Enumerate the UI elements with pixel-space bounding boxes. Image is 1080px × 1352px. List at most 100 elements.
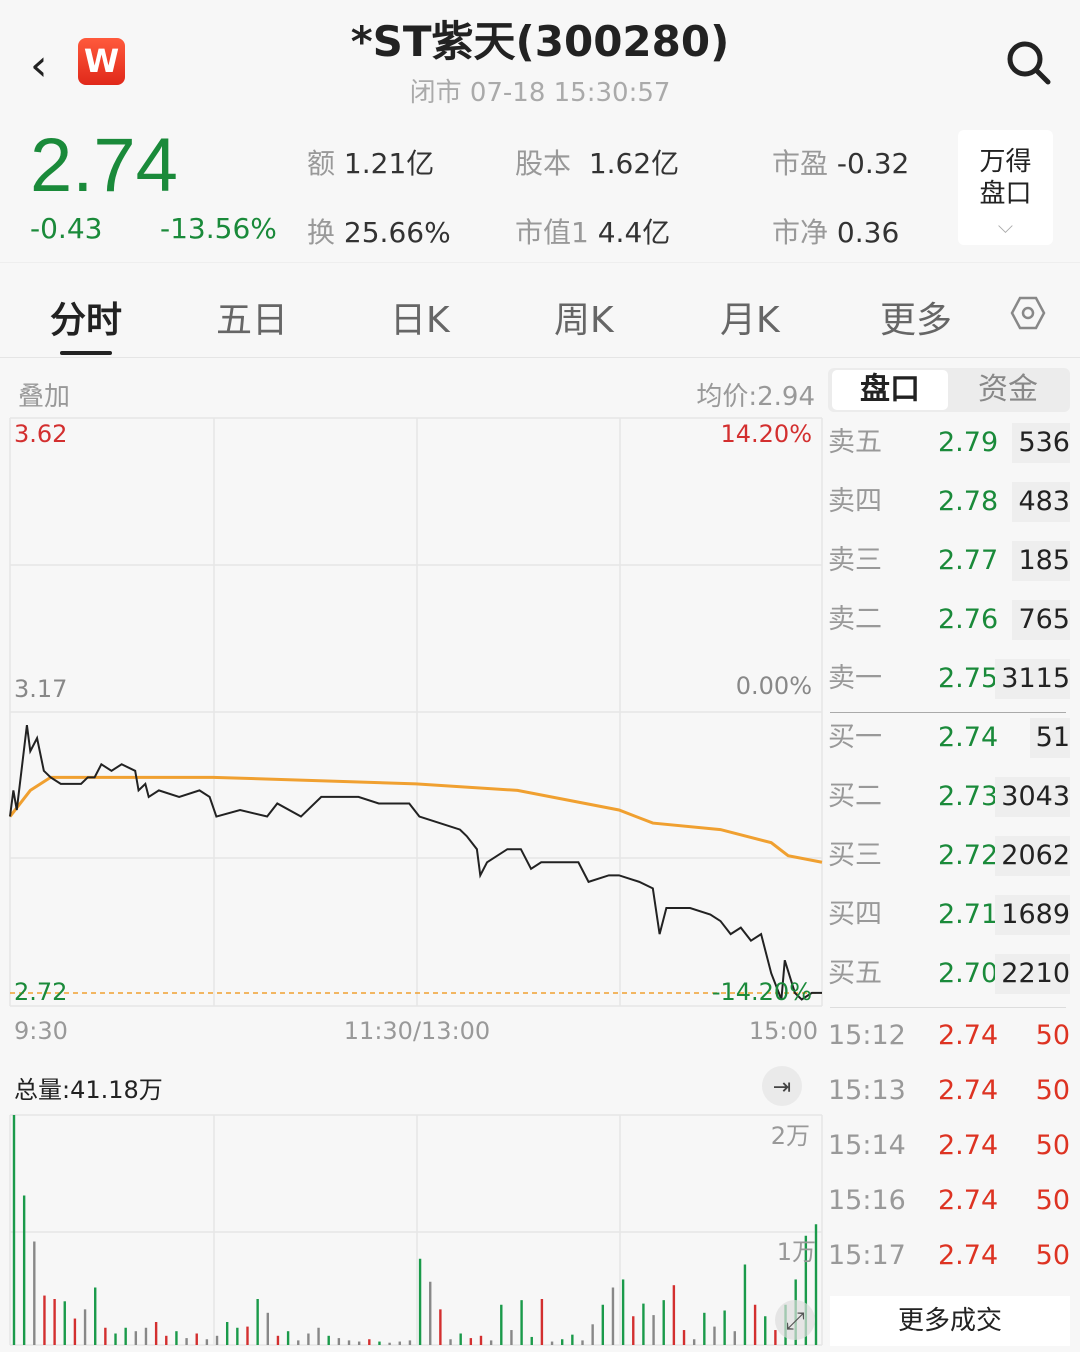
bid-row: 买一 2.74 51 xyxy=(828,718,1070,758)
volume-bar xyxy=(571,1334,574,1345)
volume-bar xyxy=(368,1339,371,1345)
orderbook-q: 765 xyxy=(1012,600,1070,640)
ask-row: 卖三 2.77 185 xyxy=(828,541,1070,581)
orderbook-q: 50 xyxy=(1035,1075,1070,1106)
more-trades-button[interactable]: 更多成交 xyxy=(830,1296,1070,1346)
y-label-mid: 3.17 xyxy=(14,675,67,703)
orderbook-p: 2.72 xyxy=(938,840,999,871)
orderbook-p: 2.74 xyxy=(938,1185,999,1216)
orderbook-p: 2.77 xyxy=(938,545,999,576)
jump-to-end-icon: ⇥ xyxy=(773,1075,791,1100)
orderbook-p: 2.74 xyxy=(938,722,999,753)
orderbook-p: 2.74 xyxy=(938,1075,999,1106)
orderbook-n: 15:14 xyxy=(828,1130,906,1161)
orderbook-q: 483 xyxy=(1012,482,1070,522)
orderbook-p: 2.74 xyxy=(938,1130,999,1161)
stat-market-cap: 市值1 4.4亿 xyxy=(515,216,671,249)
volume-bar xyxy=(185,1338,188,1345)
last-price: 2.74 xyxy=(30,123,178,208)
orderbook-p: 2.71 xyxy=(938,899,999,930)
x-label-close: 15:00 xyxy=(749,1017,818,1045)
orderbook-n: 15:12 xyxy=(828,1020,906,1051)
volume-bar xyxy=(22,1195,26,1345)
volume-bar xyxy=(94,1287,97,1345)
chart-grid xyxy=(9,417,823,1346)
volume-bar xyxy=(388,1342,391,1345)
ask-row: 卖二 2.76 765 xyxy=(828,600,1070,640)
tab-monthly-k[interactable]: 月K xyxy=(720,300,780,341)
orderbook-q: 50 xyxy=(1035,1130,1070,1161)
pct-label-mid: 0.00% xyxy=(736,672,812,700)
stat-amount: 额 1.21亿 xyxy=(307,147,435,180)
orderbook-q: 50 xyxy=(1035,1185,1070,1216)
orderbook-n: 买一 xyxy=(828,722,882,753)
volume-bar xyxy=(357,1341,361,1345)
orderbook-q: 51 xyxy=(1029,718,1070,758)
orderbook-n: 15:13 xyxy=(828,1075,906,1106)
orderbook-q: 2062 xyxy=(995,836,1070,876)
wind-orderbook-button[interactable]: 万得 盘口 ⌵ xyxy=(958,130,1053,245)
volume-bar xyxy=(154,1322,158,1345)
orderbook-p: 2.79 xyxy=(938,427,999,458)
bid-row: 买三 2.72 2062 xyxy=(828,836,1070,876)
hexagon-settings-icon[interactable] xyxy=(1010,295,1046,331)
volume-bar xyxy=(266,1312,269,1345)
volume-bar xyxy=(347,1340,351,1345)
orderbook-n: 15:17 xyxy=(828,1240,906,1271)
fullscreen-button xyxy=(775,1300,815,1340)
tab-orderbook[interactable]: 盘口 xyxy=(832,370,948,410)
search-icon[interactable] xyxy=(1004,38,1052,86)
volume-bar xyxy=(43,1295,46,1345)
orderbook-n: 卖三 xyxy=(828,545,882,576)
volume-bar xyxy=(703,1312,706,1345)
volume-bar xyxy=(540,1299,544,1345)
tab-daily-k[interactable]: 日K xyxy=(390,300,450,341)
volume-bar xyxy=(814,1224,818,1345)
volume-bar xyxy=(489,1340,493,1345)
tab-weekly-k[interactable]: 周K xyxy=(554,300,614,341)
market-status: 闭市 07-18 15:30:57 xyxy=(409,78,671,108)
volume-bar xyxy=(256,1299,259,1345)
volume-bar xyxy=(713,1326,716,1345)
orderbook-q: 3115 xyxy=(995,659,1070,699)
volume-bar xyxy=(743,1264,747,1345)
volume-bar xyxy=(581,1340,584,1345)
volume-bar xyxy=(418,1258,422,1345)
volume-bar xyxy=(246,1326,249,1345)
tab-funds[interactable]: 资金 xyxy=(978,372,1038,407)
volume-bar xyxy=(215,1335,219,1345)
chart-tabs: 分时 五日 日K 周K 月K 更多 xyxy=(0,262,1080,358)
stat-shares: 股本 1.62亿 xyxy=(515,147,680,180)
app-logo[interactable]: W xyxy=(78,38,125,85)
volume-bar xyxy=(327,1335,330,1345)
orderbook-n: 买四 xyxy=(828,899,882,930)
chevron-down-icon: ⌵ xyxy=(997,214,1014,238)
overlay-button[interactable]: 叠加 xyxy=(18,382,71,412)
volume-bar xyxy=(144,1327,148,1345)
expand-icon: ⤢ xyxy=(785,1307,804,1335)
bid-row: 买二 2.73 3043 xyxy=(828,777,1070,817)
tab-intraday[interactable]: 分时 xyxy=(50,300,123,341)
stat-pe: 市盈 -0.32 xyxy=(772,147,910,180)
volume-bar xyxy=(632,1316,635,1345)
volume-bar xyxy=(12,1115,16,1345)
tab-more[interactable]: 更多 xyxy=(880,300,953,341)
volume-bar xyxy=(804,1235,808,1345)
orderbook-q: 185 xyxy=(1012,541,1070,581)
orderbook-n: 15:16 xyxy=(828,1185,906,1216)
volume-bar xyxy=(621,1279,625,1345)
volume-bar xyxy=(449,1339,452,1345)
volume-bar xyxy=(317,1327,320,1345)
volume-bar xyxy=(124,1327,127,1345)
volume-bar xyxy=(205,1339,209,1345)
volume-bar xyxy=(753,1304,757,1345)
volume-bar xyxy=(307,1333,310,1345)
volume-bar xyxy=(286,1331,290,1345)
tab-5day[interactable]: 五日 xyxy=(216,300,289,341)
back-button[interactable]: ‹ xyxy=(30,40,48,91)
volume-bar xyxy=(73,1318,77,1345)
volume-bar xyxy=(276,1335,280,1345)
active-tab-indicator xyxy=(60,351,112,355)
volume-bar xyxy=(510,1330,513,1345)
price-change-pct: -13.56% xyxy=(160,212,277,245)
